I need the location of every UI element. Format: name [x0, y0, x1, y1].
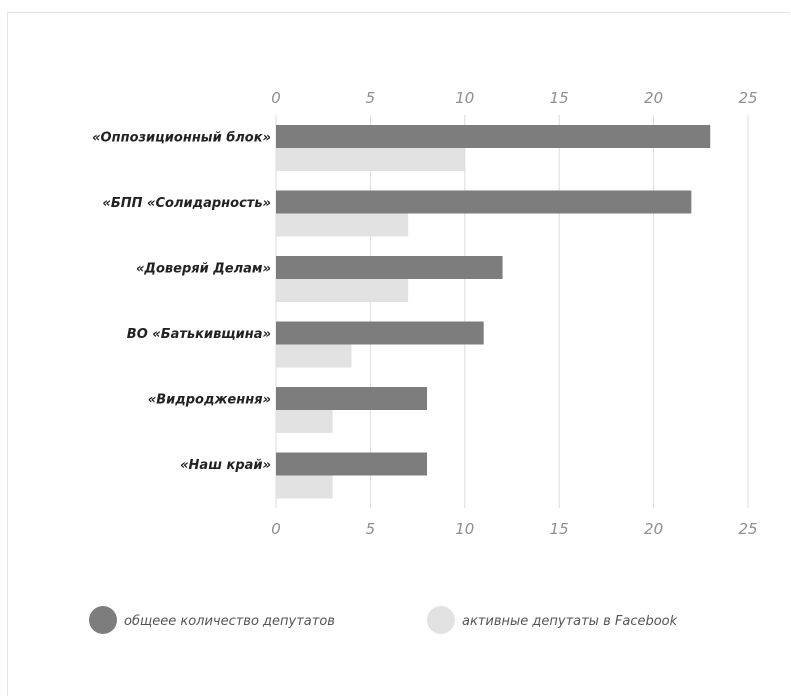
bar-active-facebook [276, 279, 409, 302]
x-tick-label-top: 10 [455, 89, 474, 107]
category-label: «БПП «Солидарность» [102, 196, 271, 211]
x-tick-label-top: 25 [738, 89, 757, 107]
category-label: «Доверяй Делам» [136, 262, 271, 277]
bar-total-deputies [276, 190, 692, 214]
x-tick-label-bottom: 15 [550, 520, 569, 538]
bar-active-facebook [276, 148, 465, 171]
legend-swatch [89, 606, 117, 634]
bar-active-facebook [276, 344, 352, 368]
bar-active-facebook [276, 410, 333, 433]
bar-active-facebook [276, 475, 333, 499]
category-label: «Видродження» [148, 393, 271, 408]
category-label: «Оппозиционный блок» [92, 131, 271, 146]
bar-total-deputies [276, 125, 711, 148]
x-tick-label-bottom: 5 [366, 520, 376, 538]
x-tick-label-top: 0 [271, 89, 281, 107]
x-tick-label-top: 20 [644, 89, 663, 107]
bar-total-deputies [276, 387, 428, 410]
bar-active-facebook [276, 213, 409, 237]
bar-total-deputies [276, 321, 484, 345]
x-tick-label-top: 15 [550, 89, 569, 107]
x-tick-label-bottom: 0 [271, 520, 281, 538]
x-tick-label-bottom: 10 [455, 520, 474, 538]
legend-label: общеее количество депутатов [124, 614, 335, 629]
bar-total-deputies [276, 256, 503, 279]
bar-total-deputies [276, 452, 428, 476]
category-label: ВО «Батькивщина» [127, 327, 271, 342]
x-tick-label-bottom: 20 [644, 520, 663, 538]
chart-frame [7, 12, 790, 696]
legend-label: активные депутаты в Facebook [462, 614, 678, 629]
category-label: «Наш край» [180, 458, 271, 473]
x-tick-label-bottom: 25 [738, 520, 757, 538]
x-tick-label-top: 5 [366, 89, 376, 107]
legend-swatch [427, 606, 455, 634]
